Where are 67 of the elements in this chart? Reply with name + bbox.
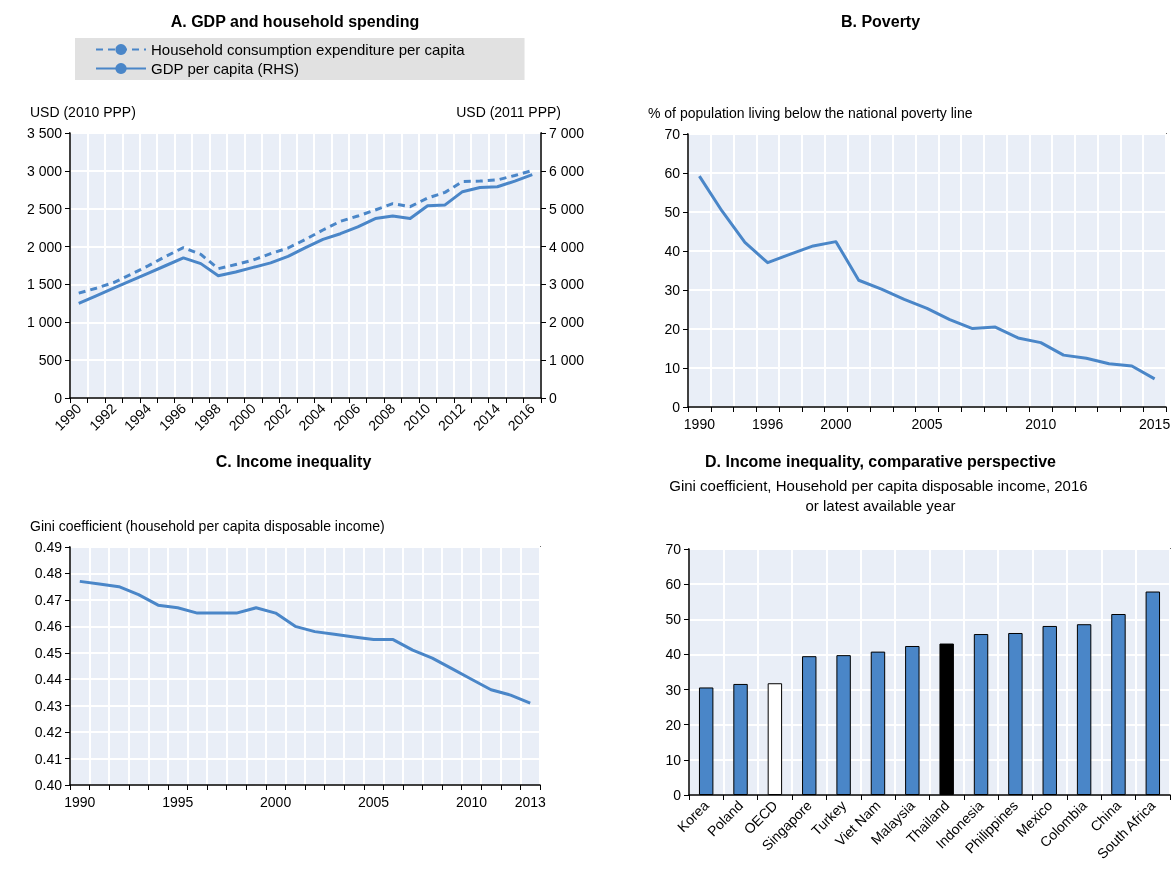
y-tick-label: 70 <box>664 126 681 142</box>
y-tick-label: 10 <box>664 360 681 376</box>
x-tick-label: 2005 <box>357 794 390 810</box>
y-tick-label: 0.47 <box>34 591 63 608</box>
y-tick-label: 0.45 <box>34 644 63 661</box>
y2-tick-label: 4 000 <box>549 238 585 255</box>
chart-subtitle: Gini coefficient, Household per capita disposable income, 2016 or latest available year <box>669 476 1092 514</box>
x-tick-label: 2013 <box>514 794 546 810</box>
y-tick-label: 40 <box>664 243 681 259</box>
y-tick-label: 70 <box>665 541 682 557</box>
x-tick-label: 2010 <box>1025 416 1057 432</box>
y-tick-label: 3 500 <box>26 125 63 141</box>
y-tick-label: 40 <box>665 646 682 663</box>
y-tick-label: 3 000 <box>26 162 63 179</box>
y-tick-label: 60 <box>664 165 681 181</box>
y-tick-label: 0 <box>673 787 682 803</box>
x-tick-label: 2000 <box>820 416 852 432</box>
y-tick-label: 2 500 <box>26 200 63 217</box>
y-tick-label: 60 <box>665 576 682 593</box>
chart-title: B. Poverty <box>840 12 921 30</box>
y2-tick-label: 2 000 <box>549 314 585 331</box>
y-tick-label: 20 <box>664 321 681 337</box>
y-tick-label: 0.43 <box>34 697 63 714</box>
line-series <box>697 174 1157 381</box>
y2-tick-label: 6 000 <box>549 162 585 179</box>
y-tick-label: 0.49 <box>34 539 63 555</box>
y-tick-label: 2 000 <box>26 238 63 255</box>
y-tick-label: 0.42 <box>34 724 63 741</box>
y-tick-label: 0.40 <box>34 777 63 793</box>
y-axis-title: Gini coefficient (household per capita disposable income) <box>30 518 385 534</box>
x-tick-label: 1990 <box>64 794 96 810</box>
y-tick-label: 0 <box>54 390 63 406</box>
y-tick-label: 50 <box>665 611 682 628</box>
chart-title: A. GDP and household spending <box>170 12 420 30</box>
y-tick-label: 0.46 <box>34 618 63 635</box>
y2-tick-label: 5 000 <box>549 200 585 217</box>
y-tick-label: 0.48 <box>34 565 63 582</box>
y2-tick-label: 1 000 <box>549 352 585 369</box>
y-tick-label: 30 <box>665 681 682 698</box>
y-axis-title: USD (2010 PPP) <box>30 104 136 120</box>
y-tick-label: 50 <box>664 204 681 220</box>
x-tick-label: 1990 <box>683 416 716 432</box>
y-tick-label: 10 <box>665 751 682 768</box>
chart-title: C. Income inequality <box>215 452 372 470</box>
x-tick-label: 2005 <box>911 416 943 432</box>
y-tick-label: 1 500 <box>26 276 63 293</box>
x-tick-label: 2000 <box>260 794 292 810</box>
y-tick-label: 20 <box>665 716 682 733</box>
x-tick-label: 1996 <box>752 416 784 432</box>
y2-tick-label: 0 <box>549 390 557 406</box>
y2-tick-label: 3 000 <box>549 276 585 293</box>
y-tick-label: 30 <box>664 282 681 298</box>
y-tick-label: 1 000 <box>26 314 63 331</box>
y-tick-label: 0.44 <box>34 671 63 688</box>
x-tick-label: 2015 <box>1139 416 1171 432</box>
x-tick-label: 2010 <box>455 794 488 810</box>
legend-label: GDP per capita (RHS) <box>151 60 300 77</box>
line-series <box>78 579 532 705</box>
y-tick-label: 500 <box>38 352 63 369</box>
y-axis-title: % of population living below the national poverty line <box>648 105 973 121</box>
y-tick-label: 0.41 <box>34 750 63 767</box>
x-tick-label: 1995 <box>162 794 194 810</box>
legend-label: Household consumption expenditure per capita <box>151 41 466 58</box>
y-tick-label: 0 <box>672 399 681 415</box>
y2-tick-label: 7 000 <box>549 125 585 141</box>
chart-title: D. Income inequality, comparative perspective <box>705 452 1057 470</box>
y2-axis-title: USD (2011 PPP) <box>456 104 561 120</box>
